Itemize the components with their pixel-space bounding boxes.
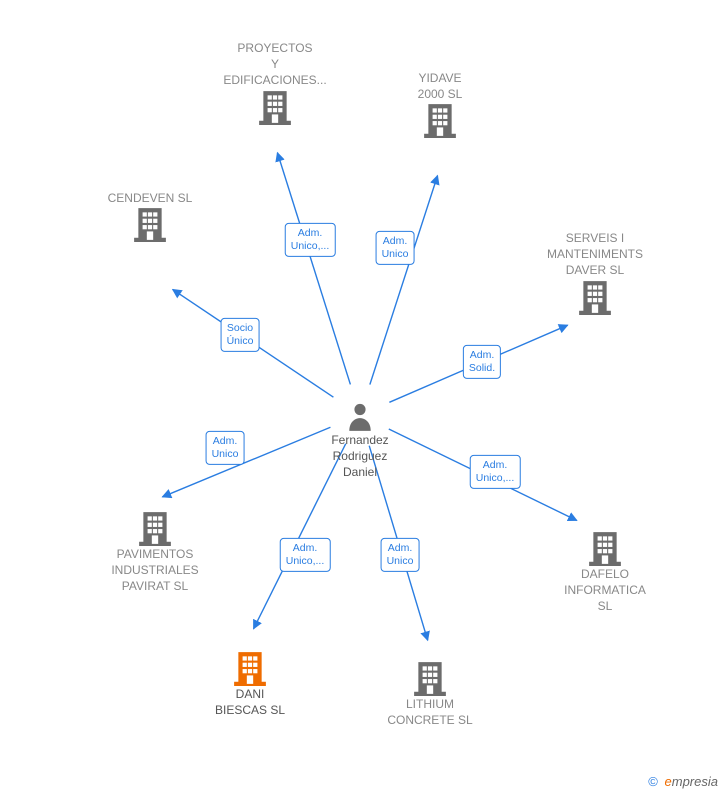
person-icon (347, 402, 373, 432)
edge-label: Adm.Unico (376, 231, 415, 265)
edge-label: Adm.Unico,... (470, 455, 521, 489)
building-icon (259, 89, 291, 125)
building-icon (589, 530, 621, 566)
building-icon (414, 660, 446, 696)
center-label: Fernandez Rodriguez Daniel (331, 432, 388, 481)
company-node-cendeven[interactable]: CENDEVEN SL (80, 190, 220, 242)
company-label: DANIBIESCAS SL (215, 686, 285, 718)
company-label: CENDEVEN SL (108, 190, 193, 206)
company-node-proyectos[interactable]: PROYECTOSYEDIFICACIONES... (205, 40, 345, 125)
brand-name: empresia (665, 774, 718, 789)
edge-line (277, 153, 350, 385)
edge-label: Adm.Unico,... (285, 223, 336, 257)
edge-label: SocioÚnico (221, 318, 260, 352)
building-icon (424, 102, 456, 138)
copyright-symbol: © (648, 774, 658, 789)
edge-label: Adm.Unico,... (280, 538, 331, 572)
building-icon (134, 206, 166, 242)
building-icon (139, 510, 171, 546)
building-icon (234, 650, 266, 686)
edge-label: Adm.Unico (381, 538, 420, 572)
company-label: PAVIMENTOSINDUSTRIALESPAVIRAT SL (111, 546, 198, 595)
company-label: YIDAVE2000 SL (418, 70, 463, 102)
company-node-pavimentos[interactable]: PAVIMENTOSINDUSTRIALESPAVIRAT SL (85, 510, 225, 595)
company-label: DAFELOINFORMATICASL (564, 566, 646, 615)
company-label: SERVEIS IMANTENIMENTSDAVER SL (547, 230, 643, 279)
company-node-serveis[interactable]: SERVEIS IMANTENIMENTSDAVER SL (525, 230, 665, 315)
company-label: LITHIUMCONCRETE SL (387, 696, 472, 728)
edge-label: Adm.Unico (206, 431, 245, 465)
center-person-node[interactable]: Fernandez Rodriguez Daniel (310, 402, 410, 481)
edge-line (370, 176, 438, 385)
building-icon (579, 279, 611, 315)
edge-label: Adm.Solid. (463, 345, 501, 379)
company-node-dafelo[interactable]: DAFELOINFORMATICASL (535, 530, 675, 615)
network-diagram: Fernandez Rodriguez Daniel PROYECTOSYEDI… (0, 0, 728, 795)
company-label: PROYECTOSYEDIFICACIONES... (223, 40, 326, 89)
footer-credit: © empresia (648, 774, 718, 789)
company-node-yidave[interactable]: YIDAVE2000 SL (370, 70, 510, 138)
company-node-dani[interactable]: DANIBIESCAS SL (180, 650, 320, 718)
edge-line (162, 427, 330, 497)
company-node-lithium[interactable]: LITHIUMCONCRETE SL (360, 660, 500, 728)
